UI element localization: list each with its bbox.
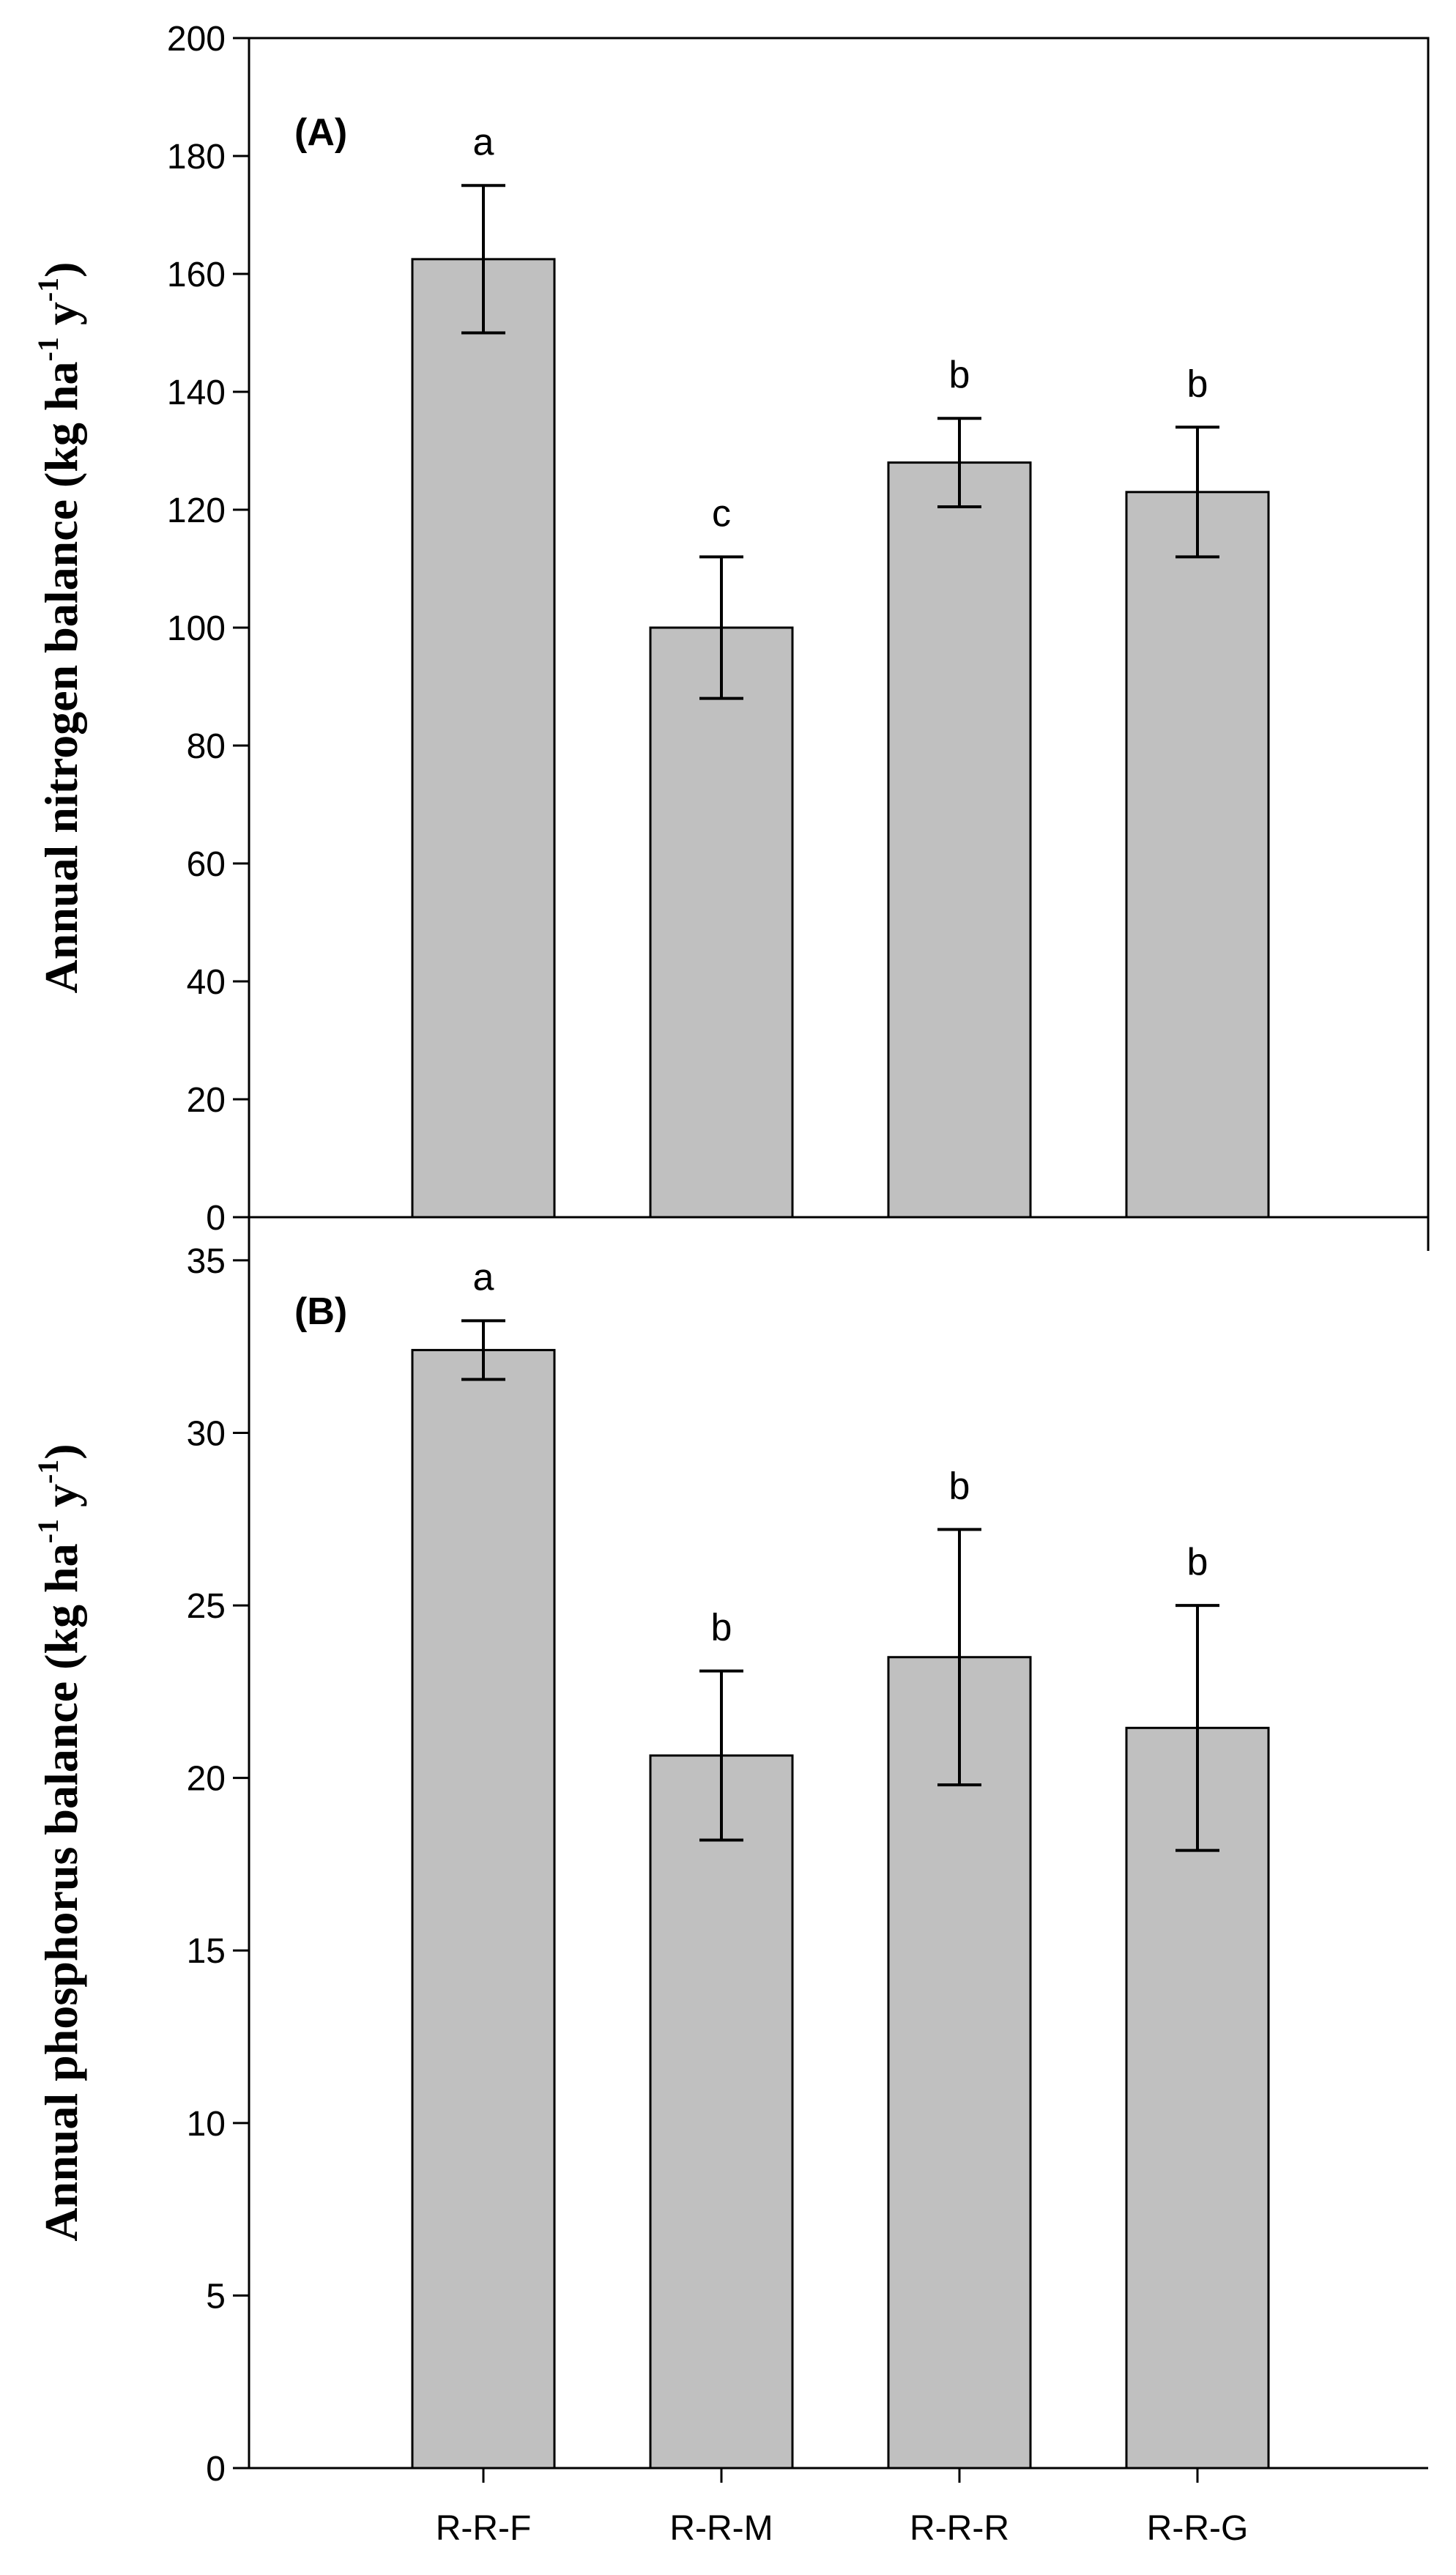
b-y-tick-label: 35 [187,1242,226,1281]
b-y-tick-label: 10 [187,2105,226,2144]
b-significance-letter: a [473,1256,494,1298]
panel-a-nitrogen-chart: 0 20 40 60 80 100 120 140 160 180 200 a c b b (A) Annual… [31,20,1430,1238]
b-x-tick-label: R-R-M [669,2509,773,2548]
a-error-bar-r-r-f [461,184,505,335]
b-y-tick-label: 0 [206,2450,226,2489]
a-significance-letter: a [473,121,494,163]
a-y-axis-title-part: ) [35,262,87,278]
a-y-tick-label: 140 [167,374,226,412]
a-y-axis-title-part: y [35,302,87,337]
a-y-tick-label: 200 [167,20,226,59]
b-panel-label: (B) [294,1290,347,1333]
a-y-tick-label: 100 [167,609,226,648]
a-y-tick-label: 40 [187,963,226,1002]
panel-b-phosphorus-chart: 0 5 10 15 20 25 30 35 a R-R-F b R-R-M b R-R-R b R-R-G (B… [31,1217,1430,2548]
a-y-tick-label: 120 [167,491,226,530]
a-y-tick-label: 20 [187,1081,226,1120]
b-significance-letter: b [1187,1541,1208,1583]
b-x-tick-label: R-R-G [1147,2509,1249,2548]
a-y-axis-title: Annual nitrogen balance (kg ha-1 y-1) [31,262,87,994]
b-y-axis-title-part: Annual phosphorus balance (kg ha [35,1543,87,2241]
b-y-tick-label: 25 [187,1587,226,1626]
b-x-tick-label: R-R-R [910,2509,1009,2548]
b-error-bar-r-r-r [937,1528,981,1787]
a-bar-r-r-g [1125,491,1270,1219]
a-error-bar-r-r-r [937,417,981,508]
a-panel-label: (A) [294,111,347,154]
a-y-axis-title-part: -1 [31,278,64,302]
b-y-tick-label: 20 [187,1760,226,1799]
b-significance-letter: b [711,1607,732,1649]
a-bar-r-r-r [887,461,1032,1219]
b-y-axis-title-part: -1 [31,1519,64,1543]
b-y-tick-label: 5 [206,2277,226,2316]
b-y-axis-title: Annual phosphorus balance (kg ha-1 y-1) [31,1443,87,2241]
b-error-bar-r-r-g [1175,1604,1219,1852]
a-bar-r-r-m [649,626,794,1219]
a-y-tick-label: 80 [187,727,226,766]
b-error-bar-r-r-m [699,1669,743,1842]
b-y-tick-label: 15 [187,1932,226,1971]
b-y-axis-title-part: ) [35,1443,87,1459]
b-x-tick-label: R-R-F [436,2509,532,2548]
b-error-bar-r-r-f [461,1319,505,1381]
b-y-axis-title-part: -1 [31,1460,64,1484]
b-significance-letter: b [949,1465,970,1507]
b-bar-r-r-f [411,1348,556,2470]
b-bar-r-r-r [887,1656,1032,2470]
a-bar-r-r-f [411,258,556,1219]
a-significance-letter: b [1187,363,1208,405]
b-y-tick-label: 30 [187,1414,226,1453]
a-y-tick-label: 180 [167,138,226,177]
b-y-axis-title-part: y [35,1484,87,1519]
a-y-axis-title-part: -1 [31,337,64,361]
a-error-bar-r-r-m [699,555,743,700]
a-y-axis-title-part: Annual nitrogen balance (kg ha [35,361,87,993]
a-significance-letter: b [949,354,970,396]
a-y-tick-label: 60 [187,845,226,884]
a-significance-letter: c [712,492,731,535]
a-y-tick-label: 160 [167,256,226,294]
a-y-tick-label: 0 [206,1199,226,1238]
b-bar-r-r-m [649,1754,794,2470]
a-error-bar-r-r-g [1175,426,1219,559]
